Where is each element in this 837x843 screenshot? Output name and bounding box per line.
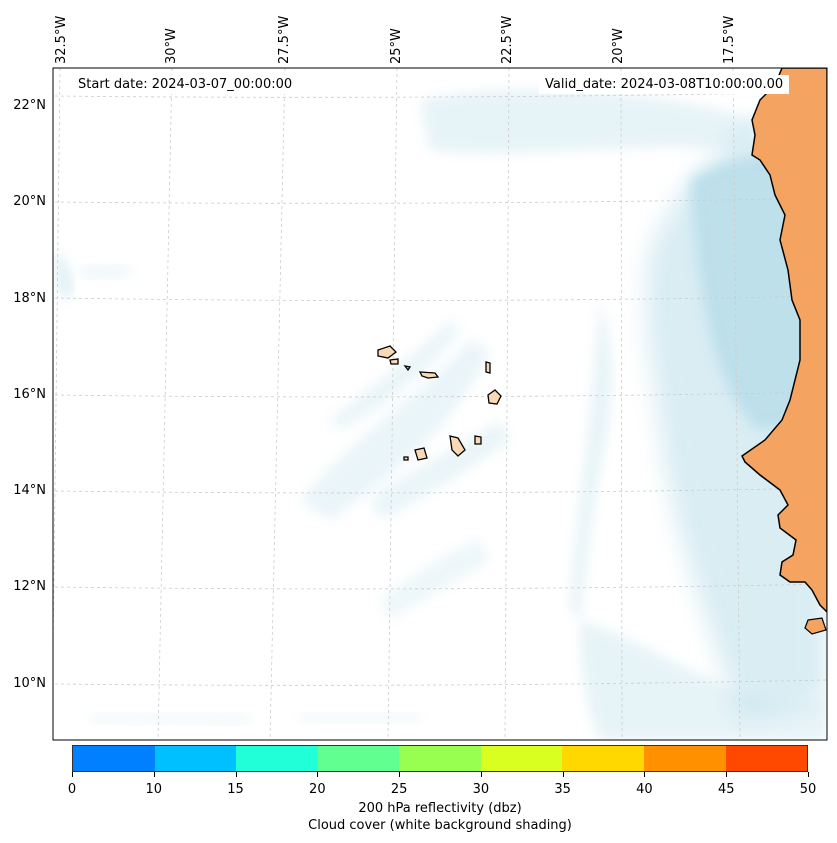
lat-label-18n: 18°N <box>13 291 46 306</box>
lon-label-22-5w: 22.5°W <box>500 15 515 64</box>
colorbar-tick-mark-15 <box>235 772 237 777</box>
africa-landmass <box>741 68 827 614</box>
cape-verde-islands <box>377 345 502 461</box>
colorbar-tick-label-30: 30 <box>472 782 490 797</box>
lon-label-17-5w: 17.5°W <box>722 15 737 64</box>
valid-date-label: Valid_date: 2024-03-08T10:00:00.00 <box>539 75 790 94</box>
colorbar-tick-mark-10 <box>153 772 155 777</box>
colorbar-tick-label-10: 10 <box>145 782 163 797</box>
lat-label-10n: 10°N <box>13 676 46 691</box>
colorbar-segment-6 <box>562 746 644 771</box>
colorbar-tick-mark-35 <box>562 772 564 777</box>
lat-label-12n: 12°N <box>13 579 46 594</box>
lat-label-14n: 14°N <box>13 483 46 498</box>
reflectivity-colorbar <box>72 745 808 772</box>
colorbar-segment-0 <box>73 746 155 771</box>
lat-label-22n: 22°N <box>13 98 46 113</box>
colorbar-tick-label-0: 0 <box>67 782 77 797</box>
colorbar-segment-8 <box>725 746 808 771</box>
start-date-label: Start date: 2024-03-07_00:00:00 <box>72 75 299 94</box>
colorbar-tick-mark-0 <box>72 772 73 777</box>
colorbar-segment-5 <box>480 746 563 771</box>
africa-small-peninsula <box>804 617 827 635</box>
colorbar-tick-label-45: 45 <box>717 782 735 797</box>
colorbar-segment-4 <box>399 746 481 771</box>
lon-label-30w: 30°W <box>164 28 179 64</box>
colorbar-tick-label-25: 25 <box>390 782 408 797</box>
lon-label-32-5w: 32.5°W <box>54 15 69 64</box>
colorbar-tick-mark-50 <box>808 772 809 777</box>
lat-label-16n: 16°N <box>13 387 46 402</box>
lon-label-20w: 20°W <box>611 28 626 64</box>
colorbar-tick-label-50: 50 <box>799 782 817 797</box>
colorbar-segment-1 <box>154 746 237 771</box>
graticule <box>53 68 827 740</box>
lon-label-25w: 25°W <box>389 28 404 64</box>
colorbar-tick-label-35: 35 <box>554 782 571 797</box>
colorbar-sublabel: Cloud cover (white background shading) <box>308 818 572 833</box>
colorbar-tick-mark-45 <box>726 772 728 777</box>
colorbar-tick-label-20: 20 <box>309 782 326 797</box>
colorbar-segment-3 <box>317 746 400 771</box>
colorbar-tick-label-15: 15 <box>227 782 244 797</box>
colorbar-tick-mark-25 <box>399 772 401 777</box>
cloud-cover <box>55 89 827 740</box>
colorbar-tick-label-40: 40 <box>636 782 653 797</box>
colorbar-tick-mark-40 <box>644 772 646 777</box>
colorbar-segment-7 <box>643 746 726 771</box>
colorbar-segment-2 <box>236 746 318 771</box>
colorbar-label: 200 hPa reflectivity (dbz) <box>358 801 522 816</box>
map-frame <box>52 67 828 741</box>
colorbar-tick-mark-30 <box>480 772 482 777</box>
lon-label-27-5w: 27.5°W <box>277 15 292 64</box>
lat-label-20n: 20°N <box>13 194 46 209</box>
colorbar-tick-mark-20 <box>317 772 319 777</box>
